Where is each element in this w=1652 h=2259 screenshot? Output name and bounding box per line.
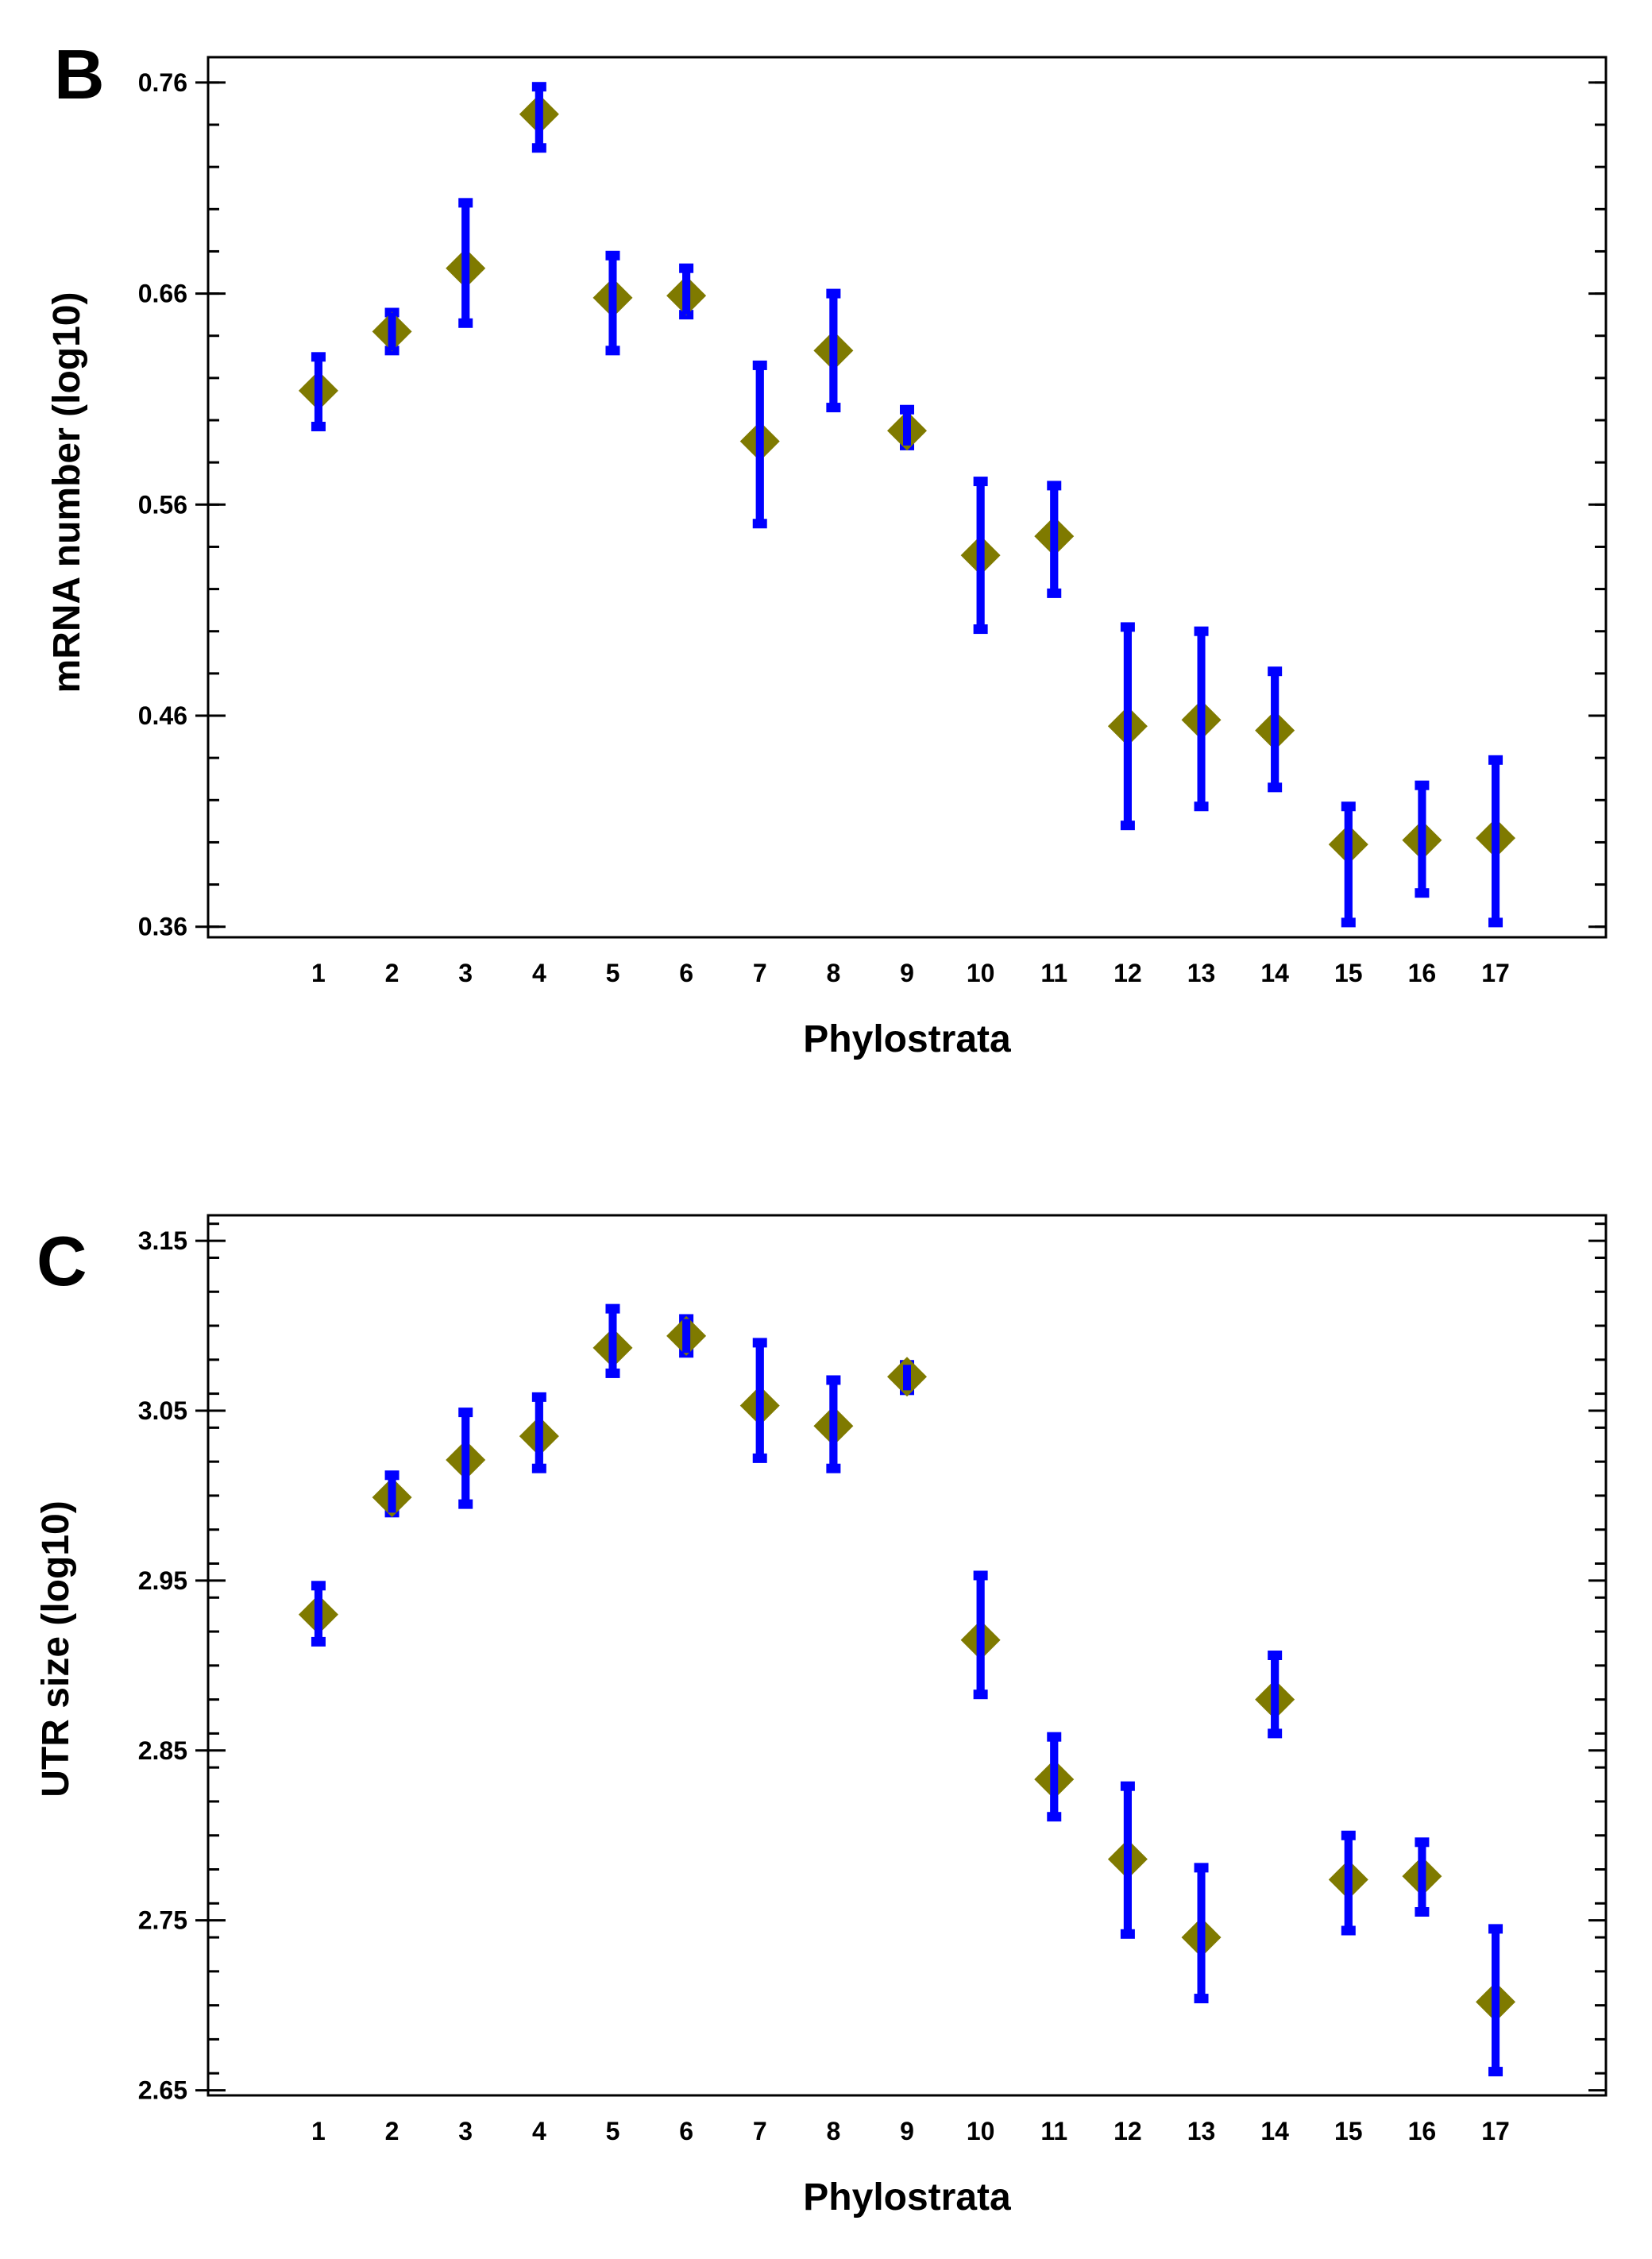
panel-c-x-tick-label: 14 xyxy=(1260,2117,1289,2145)
panel-c-x-tick-label: 17 xyxy=(1481,2117,1510,2145)
panel-c-x-tick-label: 10 xyxy=(967,2117,995,2145)
panel-b-error-bars xyxy=(311,82,1503,928)
panel-b-y-tick-label: 0.36 xyxy=(138,913,187,941)
panel-c-y-tick-label: 2.95 xyxy=(138,1566,187,1595)
panel-b-x-tick-label: 6 xyxy=(679,959,693,987)
panel-b-x-tick-label: 7 xyxy=(753,959,767,987)
panel-b-minor-ticks xyxy=(208,81,1606,929)
panel-c-letter: C xyxy=(37,1222,87,1300)
panel-c-plot-frame xyxy=(206,1214,1608,2097)
panel-c-y-tick-label: 3.15 xyxy=(138,1226,187,1255)
panel-b-x-tick-label: 14 xyxy=(1260,959,1289,987)
panel-b-x-tick-label: 16 xyxy=(1408,959,1437,987)
panel-b-y-axis: 0.36 0.46 0.56 0.66 0.76 xyxy=(138,68,1606,941)
panel-c-minor-ticks xyxy=(208,1222,1606,2075)
panel-b-x-tick-label: 8 xyxy=(826,959,840,987)
panel-c-x-tick-label: 9 xyxy=(900,2117,914,2145)
panel-c-x-tick-label: 8 xyxy=(826,2117,840,2145)
panel-b-x-tick-label: 5 xyxy=(606,959,620,987)
panel-b-x-tick-label: 1 xyxy=(311,959,326,987)
panel-c-markers xyxy=(298,1308,1516,2072)
panel-b-letter: B xyxy=(54,35,105,114)
panel-c-y-axis-title: UTR size (log10) xyxy=(35,1500,77,1797)
panel-b-plot-frame xyxy=(206,56,1608,939)
panel-c-x-tick-label: 2 xyxy=(385,2117,399,2145)
panel-b-x-tick-label: 2 xyxy=(385,959,399,987)
panel-c-y-tick-label: 2.85 xyxy=(138,1736,187,1765)
panel-b-x-tick-label: 9 xyxy=(900,959,914,987)
panel-b-x-tick-label: 12 xyxy=(1114,959,1142,987)
panel-c-error-bars xyxy=(311,1303,1503,2077)
panel-b-x-tick-label: 13 xyxy=(1187,959,1216,987)
panel-c-chart: C 2.652.752.852.953.053.15 1 2 3 4 5 6 7 8 9 10 11… xyxy=(35,1214,1608,2218)
panel-b-y-tick-label: 0.46 xyxy=(138,701,187,730)
panel-c-x-tick-label: 3 xyxy=(458,2117,473,2145)
panel-b-x-axis: 1 2 3 4 5 6 7 8 9 10 11 12 13 14 15 16 17 xyxy=(311,959,1510,987)
panel-c-x-tick-label: 5 xyxy=(606,2117,620,2145)
panel-c-x-tick-label: 4 xyxy=(532,2117,546,2145)
panel-c-x-tick-label: 1 xyxy=(311,2117,326,2145)
panel-b-x-tick-label: 17 xyxy=(1481,959,1510,987)
panel-c-y-tick-label: 2.75 xyxy=(138,1906,187,1935)
panel-b-y-axis-title: mRNA number (log10) xyxy=(46,292,88,693)
panel-c-y-tick-label: 3.05 xyxy=(138,1396,187,1425)
panel-c-x-tick-label: 11 xyxy=(1040,2117,1067,2145)
panel-b-x-tick-label: 11 xyxy=(1040,959,1067,987)
panel-b-x-tick-label: 3 xyxy=(458,959,473,987)
panel-c-x-tick-label: 16 xyxy=(1408,2117,1437,2145)
panel-c-x-tick-label: 15 xyxy=(1334,2117,1363,2145)
panel-b-chart: B 0.360.460.560.660.76 1 2 3 4 5 6 7 8 9 10 11 12 13… xyxy=(46,35,1608,1060)
panel-c-x-tick-label: 12 xyxy=(1114,2117,1142,2145)
panel-b-x-axis-title: Phylostrata xyxy=(803,1018,1011,1060)
panel-b-markers xyxy=(298,87,1516,923)
panel-b-y-tick-label: 0.66 xyxy=(138,280,187,308)
panel-c-x-tick-label: 7 xyxy=(753,2117,767,2145)
panel-c-x-axis-title: Phylostrata xyxy=(803,2176,1011,2218)
panel-c-x-tick-label: 6 xyxy=(679,2117,693,2145)
panel-b-x-tick-label: 15 xyxy=(1334,959,1363,987)
panel-c-x-tick-label: 13 xyxy=(1187,2117,1216,2145)
panel-b-y-tick-label: 0.56 xyxy=(138,490,187,519)
panel-b-y-tick-label: 0.76 xyxy=(138,68,187,97)
panel-b-x-tick-label: 10 xyxy=(967,959,995,987)
panel-c-y-axis: 2.65 2.75 2.85 2.95 3.05 3.15 xyxy=(138,1226,1606,2105)
panel-c-x-axis: 1 2 3 4 5 6 7 8 9 10 11 12 13 14 15 16 17 xyxy=(311,2117,1510,2145)
panel-b-x-tick-label: 4 xyxy=(532,959,546,987)
panel-c-y-tick-label: 2.65 xyxy=(138,2076,187,2105)
